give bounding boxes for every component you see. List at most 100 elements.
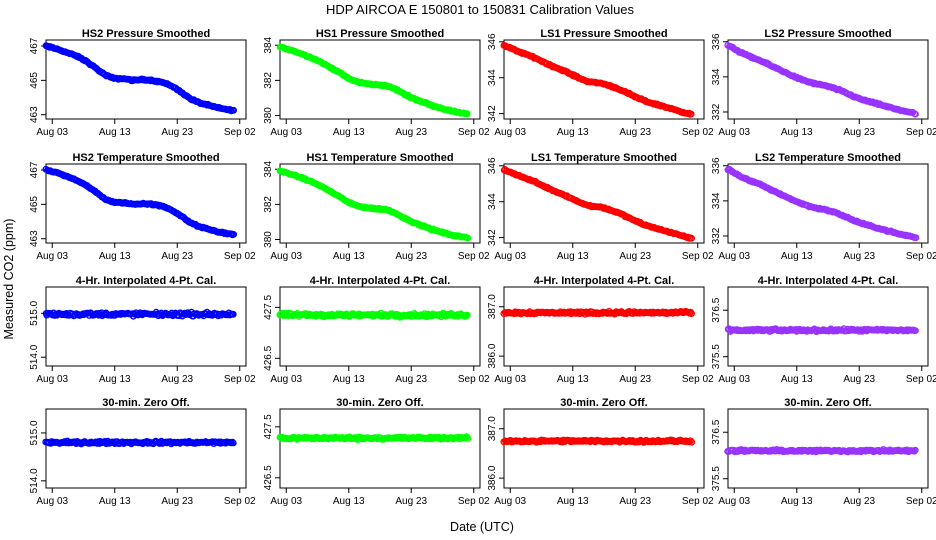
panel-title: HS2 Pressure Smoothed xyxy=(82,28,210,40)
plot-frame xyxy=(503,286,705,367)
x-tick-label: Aug 03 xyxy=(36,496,68,507)
x-tick-label: Aug 23 xyxy=(161,251,193,262)
plot-frame xyxy=(503,39,705,120)
data-series-LS2 xyxy=(724,41,919,118)
data-series-LS2 xyxy=(724,445,919,456)
panel-title: HS1 Pressure Smoothed xyxy=(316,28,444,40)
y-tick-label: 346 xyxy=(487,33,498,50)
x-tick-label: Sep 02 xyxy=(224,251,256,262)
x-tick-label: Aug 23 xyxy=(395,127,427,138)
x-tick-label: Aug 03 xyxy=(718,374,750,385)
panel-title: 30-min. Zero Off. xyxy=(336,397,423,409)
panel-grid: HS2 Pressure Smoothed 463 465 467 Aug 03 Aug … xyxy=(29,28,936,507)
x-tick-label: Aug 13 xyxy=(781,374,813,385)
y-tick-label: 380 xyxy=(263,107,274,124)
data-point xyxy=(194,310,202,318)
data-point xyxy=(688,310,695,317)
panel-5: HS2 Temperature Smoothed 463 465 467 Aug 03 A… xyxy=(29,152,256,262)
x-tick-label: Aug 23 xyxy=(161,374,193,385)
x-tick-label: Aug 13 xyxy=(333,127,365,138)
y-tick-label: 465 xyxy=(29,72,40,89)
y-tick-label: 387.0 xyxy=(487,416,498,441)
data-point xyxy=(688,438,696,446)
data-point xyxy=(229,439,237,447)
panel-title: HS1 Temperature Smoothed xyxy=(306,152,453,164)
y-tick-label: 332 xyxy=(711,103,722,120)
x-tick-label: Sep 02 xyxy=(682,496,714,507)
data-point xyxy=(688,234,695,242)
plot-frame xyxy=(279,39,481,120)
x-tick-label: Aug 23 xyxy=(395,496,427,507)
data-point xyxy=(368,204,376,212)
x-tick-label: Aug 13 xyxy=(781,496,813,507)
y-tick-label: 386.0 xyxy=(487,343,498,368)
x-tick-label: Aug 23 xyxy=(395,374,427,385)
plot-frame xyxy=(503,163,705,244)
x-tick-label: Sep 02 xyxy=(906,374,936,385)
data-point xyxy=(463,311,471,319)
x-tick-label: Sep 02 xyxy=(458,496,490,507)
plot-frame xyxy=(727,163,929,244)
x-tick-label: Sep 02 xyxy=(224,374,256,385)
y-tick-label: 463 xyxy=(29,230,40,247)
plot-frame xyxy=(279,163,481,244)
panel-title: LS2 Temperature Smoothed xyxy=(755,152,901,164)
y-tick-label: 467 xyxy=(29,37,40,54)
plot-frame xyxy=(503,408,705,489)
x-tick-label: Aug 13 xyxy=(333,496,365,507)
data-point xyxy=(912,327,919,334)
y-tick-label: 344 xyxy=(487,193,498,210)
x-tick-label: Aug 13 xyxy=(99,127,131,138)
panel-title: LS1 Pressure Smoothed xyxy=(540,28,667,40)
panel-10: 4-Hr. Interpolated 4-Pt. Cal. 426.5 427.5 A… xyxy=(263,275,490,385)
y-tick-label: 336 xyxy=(711,33,722,50)
plot-frame xyxy=(279,286,481,367)
x-tick-label: Aug 03 xyxy=(718,251,750,262)
y-tick-label: 387.0 xyxy=(487,294,498,319)
panel-6: HS1 Temperature Smoothed 380 382 384 Aug 03 A… xyxy=(263,152,490,262)
panel-title: 4-Hr. Interpolated 4-Pt. Cal. xyxy=(758,275,899,287)
y-tick-label: 346 xyxy=(487,157,498,174)
y-tick-label: 382 xyxy=(263,196,274,213)
x-tick-label: Sep 02 xyxy=(224,127,256,138)
x-tick-label: Sep 02 xyxy=(224,496,256,507)
x-tick-label: Sep 02 xyxy=(906,127,936,138)
data-series-HS1 xyxy=(276,43,471,118)
panel-title: LS2 Pressure Smoothed xyxy=(764,28,891,40)
data-point xyxy=(687,110,695,118)
x-tick-label: Aug 13 xyxy=(99,374,131,385)
y-axis-label: Measured CO2 (ppm) xyxy=(2,219,16,340)
x-tick-label: Aug 13 xyxy=(99,496,131,507)
data-point xyxy=(911,447,918,455)
y-tick-label: 380 xyxy=(263,231,274,248)
x-tick-label: Aug 13 xyxy=(333,251,365,262)
data-series-LS1 xyxy=(500,436,696,446)
x-axis-label: Date (UTC) xyxy=(450,520,514,534)
x-tick-label: Aug 03 xyxy=(36,251,68,262)
x-tick-label: Aug 03 xyxy=(270,496,302,507)
x-tick-label: Aug 03 xyxy=(494,496,526,507)
panel-13: 30-min. Zero Off. 514.0 515.0 Aug 03 Aug 13 A… xyxy=(29,397,256,507)
y-tick-label: 376.5 xyxy=(711,297,722,322)
y-tick-label: 375.5 xyxy=(711,344,722,369)
y-tick-label: 386.0 xyxy=(487,465,498,490)
panel-title: 4-Hr. Interpolated 4-Pt. Cal. xyxy=(76,275,217,287)
data-series-LS1 xyxy=(500,42,695,118)
data-point xyxy=(230,230,238,238)
panel-1: HS2 Pressure Smoothed 463 465 467 Aug 03 Aug … xyxy=(29,28,256,138)
plot-frame xyxy=(45,163,247,244)
x-tick-label: Aug 13 xyxy=(781,127,813,138)
x-tick-label: Aug 13 xyxy=(557,496,589,507)
panel-3: LS1 Pressure Smoothed 342 344 346 Aug 03 Aug … xyxy=(487,28,714,138)
plot-frame xyxy=(45,286,247,367)
x-tick-label: Aug 03 xyxy=(494,127,526,138)
x-tick-label: Aug 23 xyxy=(161,496,193,507)
y-tick-label: 376.5 xyxy=(711,419,722,444)
data-series-LS1 xyxy=(500,307,695,318)
data-series-HS1 xyxy=(276,309,471,321)
y-tick-label: 427.5 xyxy=(263,414,274,439)
x-tick-label: Sep 02 xyxy=(458,127,490,138)
y-tick-label: 334 xyxy=(711,192,722,209)
x-tick-label: Aug 23 xyxy=(619,127,651,138)
data-point xyxy=(230,106,238,114)
